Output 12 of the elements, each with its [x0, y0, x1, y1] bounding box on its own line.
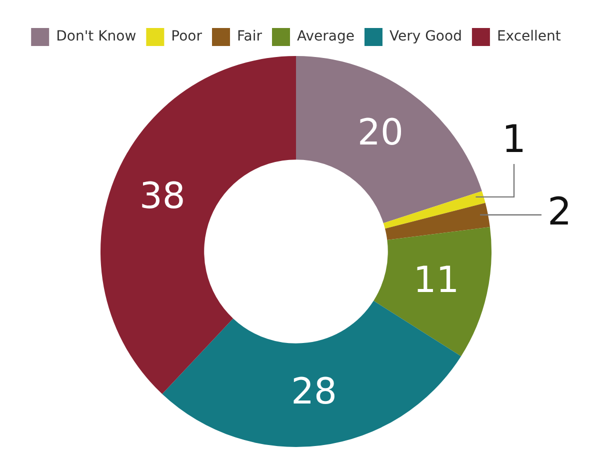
data-label: 11 [413, 260, 460, 302]
legend-label: Very Good [389, 28, 462, 45]
data-label: 2 [548, 190, 572, 234]
legend-label: Fair [237, 28, 262, 45]
legend-label: Excellent [496, 28, 562, 45]
legend-label: Poor [171, 28, 202, 45]
data-label: 38 [139, 176, 186, 217]
data-label: 1 [502, 116, 526, 161]
data-label: 28 [291, 371, 337, 412]
legend-label: Average [297, 28, 354, 45]
legend-label: Don't Know [56, 28, 136, 45]
data-label: 20 [358, 112, 404, 154]
